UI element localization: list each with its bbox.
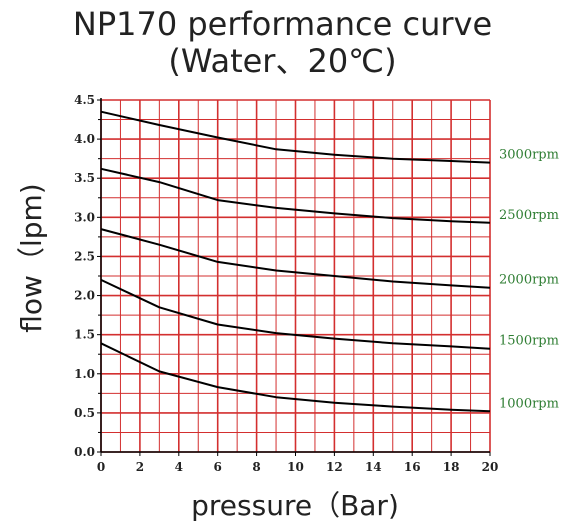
series-line-1000rpm <box>100 342 491 413</box>
series-label-1000rpm: 1000rpm <box>499 396 559 411</box>
series-line-3000rpm <box>100 110 491 164</box>
x-tick-label: 10 <box>287 460 304 474</box>
series-line-2000rpm <box>100 228 491 289</box>
y-tick-label: 4.0 <box>74 132 95 146</box>
chart-title: NP170 performance curve <box>72 5 493 43</box>
y-tick-label: 0.5 <box>74 406 95 420</box>
x-tick-label: 12 <box>326 460 343 474</box>
x-tick-label: 14 <box>365 460 382 474</box>
series-line-1500rpm <box>100 278 491 350</box>
x-tick-label: 6 <box>214 460 222 474</box>
series-label-3000rpm: 3000rpm <box>499 148 559 163</box>
y-axis-label: flow（lpm) <box>15 183 48 333</box>
ticks: 0 2 4 6 8 10 12 14 16 18 20 0.0 0.5 1.0 1.5 2.0 2.5 3.0 3.… <box>74 93 498 474</box>
series-group <box>100 110 491 413</box>
y-tick-label: 3.0 <box>74 210 95 224</box>
series-line-2500rpm <box>100 167 491 224</box>
x-axis-label: pressure（Bar) <box>191 489 399 522</box>
series-label-1500rpm: 1500rpm <box>499 334 559 349</box>
y-tick-label: 4.5 <box>74 93 95 107</box>
major-grid <box>100 99 491 453</box>
x-tick-label: 2 <box>136 460 144 474</box>
y-tick-label: 1.5 <box>74 328 95 342</box>
x-tick-label: 8 <box>252 460 260 474</box>
x-tick-label: 16 <box>404 460 421 474</box>
series-labels: 3000rpm 2500rpm 2000rpm 1500rpm 1000rpm <box>499 148 559 412</box>
chart-subtitle: (Water、20℃) <box>168 42 397 80</box>
x-tick-label: 18 <box>443 460 460 474</box>
y-tick-label: 3.5 <box>74 171 95 185</box>
x-tick-label: 20 <box>482 460 499 474</box>
x-tick-label: 0 <box>97 460 105 474</box>
x-tick-label: 4 <box>175 460 183 474</box>
y-tick-label: 1.0 <box>74 367 95 381</box>
series-label-2500rpm: 2500rpm <box>499 208 559 223</box>
y-tick-label: 2.5 <box>74 249 95 263</box>
y-tick-label: 0.0 <box>74 445 95 459</box>
series-label-2000rpm: 2000rpm <box>499 273 559 288</box>
y-tick-label: 2.0 <box>74 289 95 303</box>
